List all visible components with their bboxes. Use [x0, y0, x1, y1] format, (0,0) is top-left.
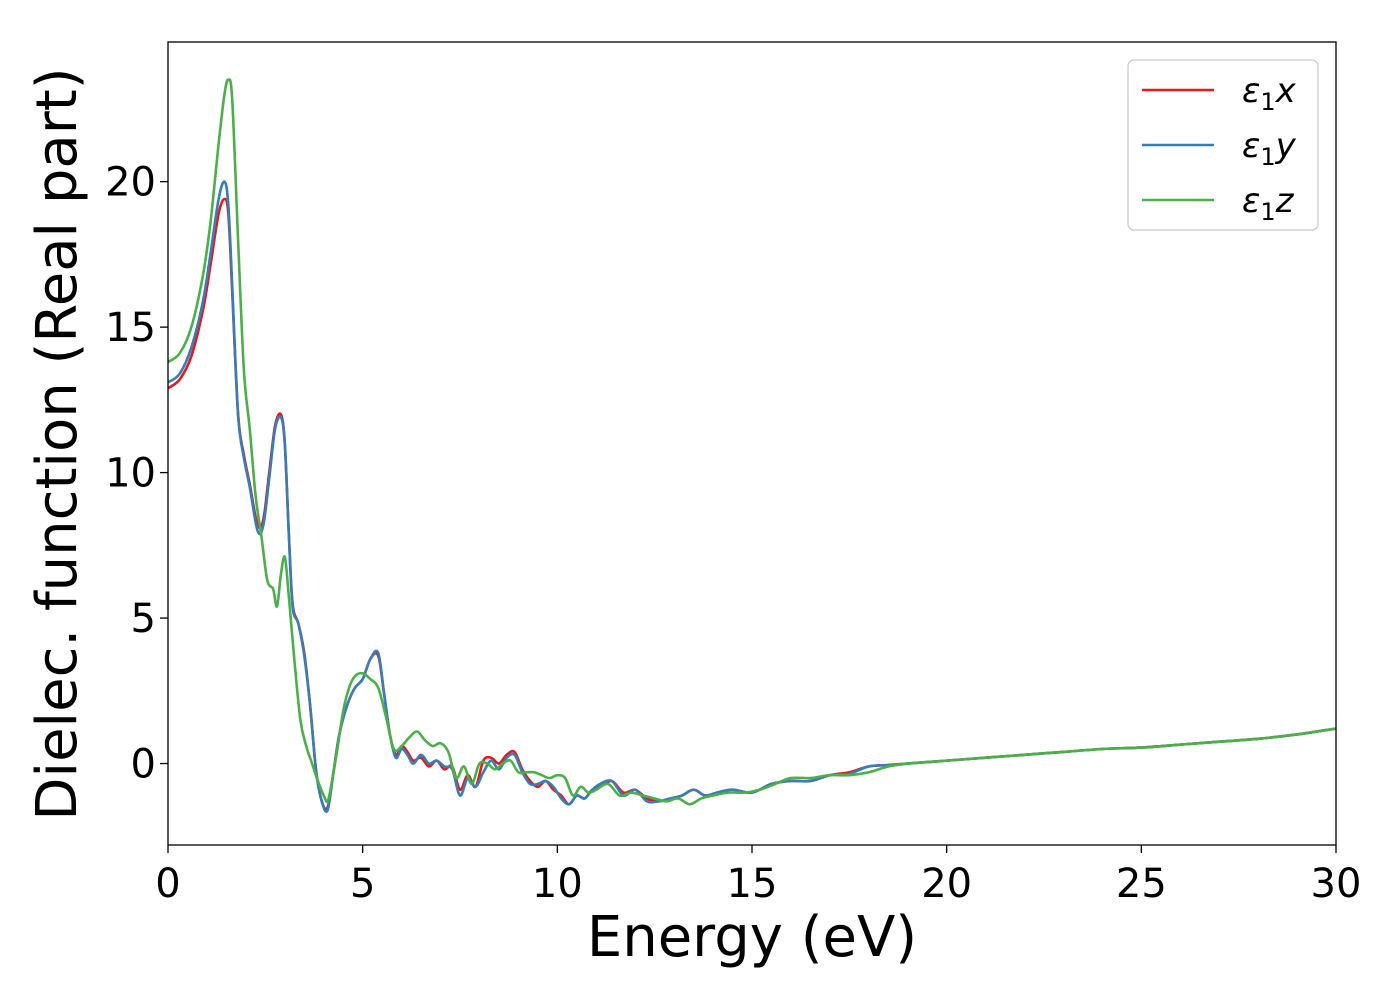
- legend-box: [1127, 59, 1319, 231]
- legend-label: ε1y: [1242, 126, 1297, 171]
- legend-label: ε1z: [1242, 181, 1295, 226]
- y-tick-label: 5: [131, 596, 156, 642]
- y-tick-label: 0: [131, 742, 156, 788]
- legend: ε1x ε1y ε1z: [1127, 59, 1319, 231]
- series-line-y: [168, 180, 1336, 814]
- y-axis: 0 5 10 15 20: [105, 160, 168, 788]
- legend-item-x: ε1x: [1142, 71, 1297, 116]
- legend-item-y: ε1y: [1142, 126, 1297, 171]
- x-tick-label: 0: [155, 861, 180, 907]
- series-line-z: [168, 78, 1336, 806]
- y-tick-label: 15: [105, 305, 156, 351]
- y-tick-label: 10: [105, 451, 156, 497]
- series-line-x: [168, 197, 1336, 811]
- x-tick-label: 25: [1116, 861, 1167, 907]
- x-axis: 0 5 10 15 20 25 30: [155, 845, 1361, 907]
- legend-label: ε1x: [1242, 71, 1297, 116]
- x-tick-label: 15: [727, 861, 778, 907]
- x-tick-label: 5: [350, 861, 375, 907]
- y-axis-title: Dielec. function (Real part): [25, 67, 90, 820]
- series-layer: [168, 78, 1336, 814]
- x-tick-label: 30: [1311, 861, 1362, 907]
- x-tick-label: 20: [921, 861, 972, 907]
- x-axis-title: Energy (eV): [587, 905, 917, 970]
- legend-item-z: ε1z: [1142, 181, 1295, 226]
- y-tick-label: 20: [105, 160, 156, 206]
- x-tick-label: 10: [532, 861, 583, 907]
